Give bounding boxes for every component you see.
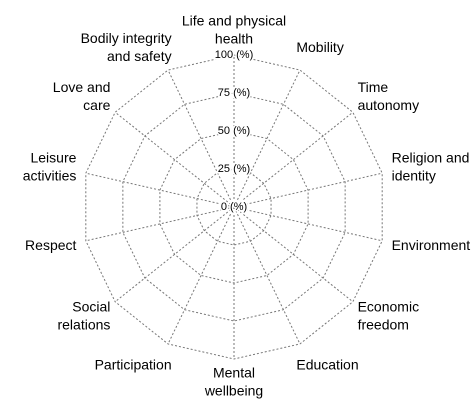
tick-label: 0 (%) bbox=[221, 201, 247, 213]
grid-ring bbox=[85, 54, 383, 360]
axis-label: Respect bbox=[25, 237, 76, 253]
axis-label: relations bbox=[57, 316, 110, 332]
axis-label: Participation bbox=[95, 356, 172, 372]
axis-label: activities bbox=[23, 168, 77, 184]
axis-label: health bbox=[215, 31, 253, 47]
axis-label: Life and physical bbox=[182, 13, 286, 29]
axis-label: Religion and bbox=[392, 150, 470, 166]
axis-label: wellbeing bbox=[204, 383, 263, 399]
axis-label: care bbox=[83, 97, 110, 113]
axis-label: and safety bbox=[107, 48, 172, 64]
axis-label: Environment bbox=[392, 237, 471, 253]
axis-label: Education bbox=[296, 356, 358, 372]
spoke bbox=[85, 206, 235, 242]
spoke bbox=[233, 206, 301, 345]
axis-label: Mental bbox=[213, 365, 255, 381]
axis-label: Leisure bbox=[30, 150, 76, 166]
axis-label: Love and bbox=[53, 79, 111, 95]
axis-label: Economic bbox=[358, 298, 419, 314]
axis-label: identity bbox=[392, 168, 436, 184]
axis-label: Bodily integrity bbox=[81, 30, 172, 46]
tick-label: 100 (%) bbox=[215, 49, 254, 61]
spoke bbox=[233, 111, 354, 208]
spoke bbox=[167, 69, 235, 208]
spoke bbox=[167, 206, 235, 345]
spoke bbox=[233, 206, 383, 242]
axis-label: Mobility bbox=[296, 39, 343, 55]
grid-ring bbox=[159, 130, 309, 284]
axis-label: autonomy bbox=[358, 97, 419, 113]
tick-label: 25 (%) bbox=[218, 163, 250, 175]
axis-label: Social bbox=[72, 298, 110, 314]
tick-label: 50 (%) bbox=[218, 125, 250, 137]
axis-label: Time bbox=[358, 79, 389, 95]
tick-label: 75 (%) bbox=[218, 87, 250, 99]
grid-ring bbox=[196, 168, 272, 246]
axis-label: freedom bbox=[358, 316, 409, 332]
